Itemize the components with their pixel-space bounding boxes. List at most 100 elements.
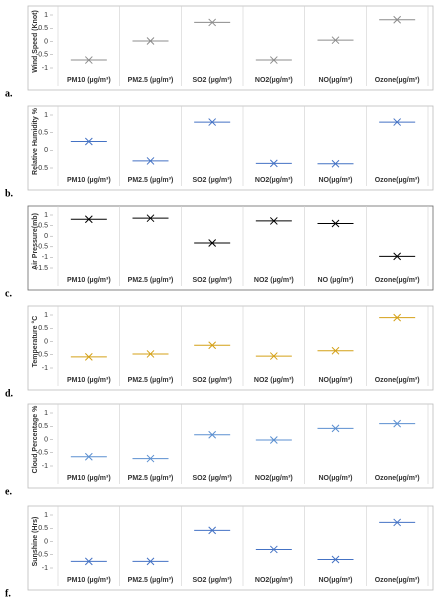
panel-border xyxy=(27,5,434,91)
y-axis-title: Wind Speed (Knot) xyxy=(32,10,39,73)
x-tick-label: SO2 (µg/m³) xyxy=(192,577,231,584)
marker xyxy=(194,239,231,247)
marker xyxy=(70,56,107,64)
x-tick-label: Ozone(µg/m³) xyxy=(375,377,420,384)
marker-x xyxy=(269,352,278,360)
y-tick-label: 0.5 xyxy=(38,222,48,229)
x-tick-label: PM10 (µg/m³) xyxy=(67,177,111,184)
marker xyxy=(194,526,231,535)
marker xyxy=(317,424,354,433)
y-tick-label: 0.5 xyxy=(38,525,48,532)
x-tick-label: PM10 (µg/m³) xyxy=(67,77,111,84)
marker-x xyxy=(269,436,278,444)
panel-label: f. xyxy=(5,588,11,599)
marker xyxy=(255,56,292,64)
marker xyxy=(255,436,292,444)
marker-x xyxy=(208,239,217,247)
x-tick-label: SO2 (µg/m³) xyxy=(192,277,231,284)
marker-x xyxy=(331,159,340,168)
marker xyxy=(132,454,169,463)
x-tick-label: SO2 (µg/m³) xyxy=(192,475,231,482)
y-tick-label: -0.5 xyxy=(36,352,48,359)
x-tick-label: SO2 (µg/m³) xyxy=(192,177,231,184)
marker-x xyxy=(393,313,402,322)
marker-x xyxy=(331,555,340,564)
marker xyxy=(317,219,354,228)
marker-x xyxy=(331,219,340,228)
y-tick-label: 0 xyxy=(44,436,48,443)
marker-x xyxy=(269,159,278,168)
x-tick-label: PM2.5 (µg/m³) xyxy=(128,77,174,84)
marker xyxy=(317,36,354,45)
panel-border xyxy=(27,205,434,291)
marker-x xyxy=(146,214,155,223)
x-tick-label: NO(µg/m³) xyxy=(319,475,353,482)
marker xyxy=(255,545,292,554)
marker-x xyxy=(393,252,402,261)
marker-x xyxy=(146,350,155,358)
marker-x xyxy=(331,36,340,45)
x-tick-label: NO2(µg/m³) xyxy=(255,577,293,584)
x-tick-label: PM2.5 (µg/m³) xyxy=(128,475,174,482)
x-tick-label: NO (µg/m³) xyxy=(318,277,354,284)
panel-border xyxy=(27,105,434,191)
x-tick-label: PM2.5 (µg/m³) xyxy=(128,377,174,384)
marker xyxy=(379,252,416,261)
marker xyxy=(379,518,416,527)
marker xyxy=(132,214,169,223)
marker-x xyxy=(331,424,340,433)
y-tick-label: 0 xyxy=(44,147,48,154)
marker xyxy=(255,217,292,225)
panel-border xyxy=(27,305,434,391)
marker-x xyxy=(393,518,402,527)
x-tick-label: SO2 (µg/m³) xyxy=(192,377,231,384)
x-tick-label: SO2 (µg/m³) xyxy=(192,77,231,84)
panel-border xyxy=(27,403,434,489)
x-tick-label: NO(µg/m³) xyxy=(319,177,353,184)
x-tick-label: NO2(µg/m³) xyxy=(255,77,293,84)
marker-x xyxy=(331,346,340,355)
marker xyxy=(132,37,169,45)
marker xyxy=(317,555,354,564)
marker-x xyxy=(208,118,217,126)
y-tick-label: -0.5 xyxy=(36,244,48,251)
marker-x xyxy=(84,557,93,566)
marker xyxy=(70,452,107,461)
x-tick-label: Ozone(µg/m³) xyxy=(375,277,420,284)
marker xyxy=(194,118,231,126)
x-tick-label: NO(µg/m³) xyxy=(319,77,353,84)
marker-x xyxy=(269,545,278,554)
marker xyxy=(70,557,107,566)
marker xyxy=(70,353,107,361)
marker xyxy=(70,215,107,224)
y-tick-label: -1 xyxy=(42,65,48,72)
x-tick-label: PM2.5 (µg/m³) xyxy=(128,177,174,184)
x-tick-label: NO(µg/m³) xyxy=(319,377,353,384)
marker xyxy=(379,313,416,322)
x-tick-label: NO2 (µg/m³) xyxy=(254,277,294,284)
x-tick-label: Ozone(µg/m³) xyxy=(375,475,420,482)
y-tick-label: 0 xyxy=(44,38,48,45)
marker-x xyxy=(146,37,155,45)
marker-x xyxy=(208,341,217,350)
y-tick-label: 0 xyxy=(44,233,48,240)
panel-border xyxy=(27,505,434,591)
marker-x xyxy=(84,452,93,461)
y-axis-title: Sunshine (Hrs) xyxy=(32,517,39,567)
panel-label: d. xyxy=(5,388,14,399)
y-tick-label: -0.5 xyxy=(36,450,48,457)
marker-x xyxy=(269,56,278,64)
y-tick-label: -1 xyxy=(42,254,48,261)
marker xyxy=(379,15,416,24)
y-tick-label: 1 xyxy=(44,512,48,519)
x-tick-label: NO2(µg/m³) xyxy=(255,475,293,482)
marker-x xyxy=(146,454,155,463)
y-tick-label: -1.5 xyxy=(36,265,48,272)
x-tick-label: PM10 (µg/m³) xyxy=(67,475,111,482)
y-axis-title: Temperature °C xyxy=(31,316,39,368)
marker-x xyxy=(84,56,93,64)
y-tick-label: -1 xyxy=(42,365,48,372)
y-tick-label: 0 xyxy=(44,338,48,345)
y-tick-label: 1 xyxy=(44,12,48,19)
